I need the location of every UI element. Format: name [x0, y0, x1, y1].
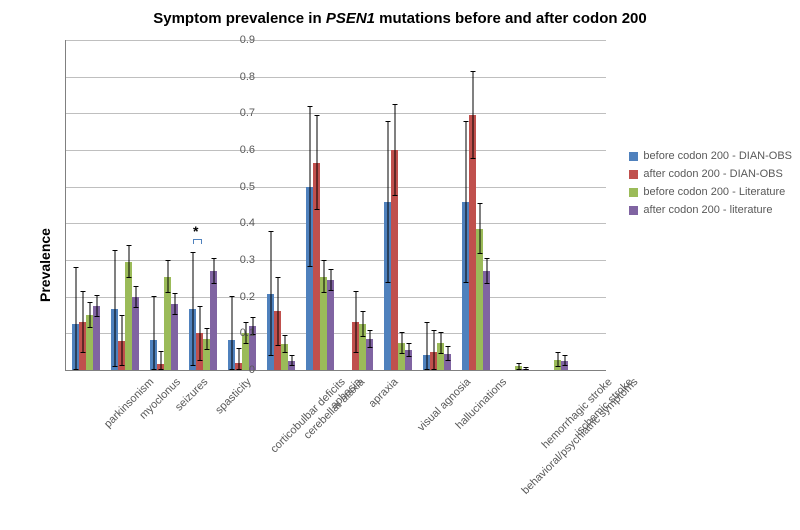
ytick-label: 0.8: [225, 71, 255, 83]
error-bar: [153, 296, 154, 370]
error-bar: [89, 302, 90, 328]
legend-label: before codon 200 - Literature: [643, 186, 785, 198]
error-bar: [426, 322, 427, 370]
error-bar: [401, 332, 402, 354]
xtick-label: apraxia: [367, 376, 401, 410]
legend-item: after codon 200 - DIAN-OBS: [629, 168, 792, 180]
error-bar: [291, 355, 292, 366]
error-bar: [369, 330, 370, 348]
ytick-label: 0.5: [225, 181, 255, 193]
error-bar: [82, 291, 83, 353]
bar: [483, 271, 490, 370]
legend-label: after codon 200 - DIAN-OBS: [643, 168, 782, 180]
error-bar: [440, 332, 441, 354]
title-suffix: mutations before and after codon 200: [375, 10, 647, 27]
error-bar: [387, 121, 388, 282]
error-bar: [518, 363, 519, 370]
grid-line: [66, 297, 606, 298]
title-gene: PSEN1: [326, 10, 375, 27]
legend-label: after codon 200 - literature: [643, 204, 772, 216]
error-bar: [96, 295, 97, 317]
error-bar: [128, 245, 129, 278]
chart-title: Symptom prevalence in PSEN1 mutations be…: [0, 10, 800, 27]
xtick-label: spasticity: [213, 376, 253, 416]
ytick-label: 0.7: [225, 107, 255, 119]
legend-item: after codon 200 - literature: [629, 204, 792, 216]
ytick-label: 0.4: [225, 217, 255, 229]
error-bar: [199, 306, 200, 361]
error-bar: [309, 106, 310, 267]
error-bar: [167, 260, 168, 293]
error-bar: [284, 335, 285, 353]
error-bar: [362, 311, 363, 337]
error-bar: [270, 231, 271, 356]
error-bar: [330, 269, 331, 291]
legend-swatch: [629, 206, 638, 215]
error-bar: [114, 250, 115, 367]
grid-line: [66, 333, 606, 334]
error-bar: [447, 346, 448, 361]
title-prefix: Symptom prevalence in: [153, 10, 326, 27]
error-bar: [277, 277, 278, 347]
legend-item: before codon 200 - DIAN-OBS: [629, 150, 792, 162]
error-bar: [135, 286, 136, 308]
grid-line: [66, 223, 606, 224]
error-bar: [394, 104, 395, 196]
error-bar: [557, 352, 558, 367]
legend: before codon 200 - DIAN-OBS after codon 2…: [629, 150, 792, 222]
bar: [327, 280, 334, 370]
error-bar: [121, 315, 122, 366]
error-bar: [206, 328, 207, 350]
legend-swatch: [629, 188, 638, 197]
ytick-label: 0: [225, 364, 255, 376]
error-bar: [433, 330, 434, 370]
y-axis-label: Prevalence: [37, 228, 53, 302]
error-bar: [213, 258, 214, 284]
bar: [210, 271, 217, 370]
grid-line: [66, 40, 606, 41]
error-bar: [465, 121, 466, 282]
error-bar: [192, 252, 193, 366]
ytick-label: 0.1: [225, 327, 255, 339]
error-bar: [160, 351, 161, 370]
ytick-label: 0.6: [225, 144, 255, 156]
error-bar: [486, 258, 487, 284]
error-bar: [174, 293, 175, 315]
grid-line: [66, 113, 606, 114]
significance-mark: *: [193, 223, 198, 239]
error-bar: [408, 343, 409, 358]
ytick-label: 0.3: [225, 254, 255, 266]
grid-line: [66, 150, 606, 151]
error-bar: [323, 260, 324, 293]
bar: [132, 297, 139, 370]
ytick-label: 0.2: [225, 291, 255, 303]
plot-area: *: [65, 40, 606, 371]
chart-container: Symptom prevalence in PSEN1 mutations be…: [0, 0, 800, 530]
error-bar: [472, 71, 473, 159]
error-bar: [525, 367, 526, 370]
legend-label: before codon 200 - DIAN-OBS: [643, 150, 792, 162]
error-bar: [75, 267, 76, 370]
significance-bracket: [193, 239, 202, 244]
error-bar: [564, 355, 565, 366]
error-bar: [355, 291, 356, 353]
grid-line: [66, 260, 606, 261]
legend-item: before codon 200 - Literature: [629, 186, 792, 198]
grid-line: [66, 77, 606, 78]
ytick-label: 0.9: [225, 34, 255, 46]
error-bar: [316, 115, 317, 210]
legend-swatch: [629, 152, 638, 161]
error-bar: [479, 203, 480, 254]
legend-swatch: [629, 170, 638, 179]
grid-line: [66, 187, 606, 188]
